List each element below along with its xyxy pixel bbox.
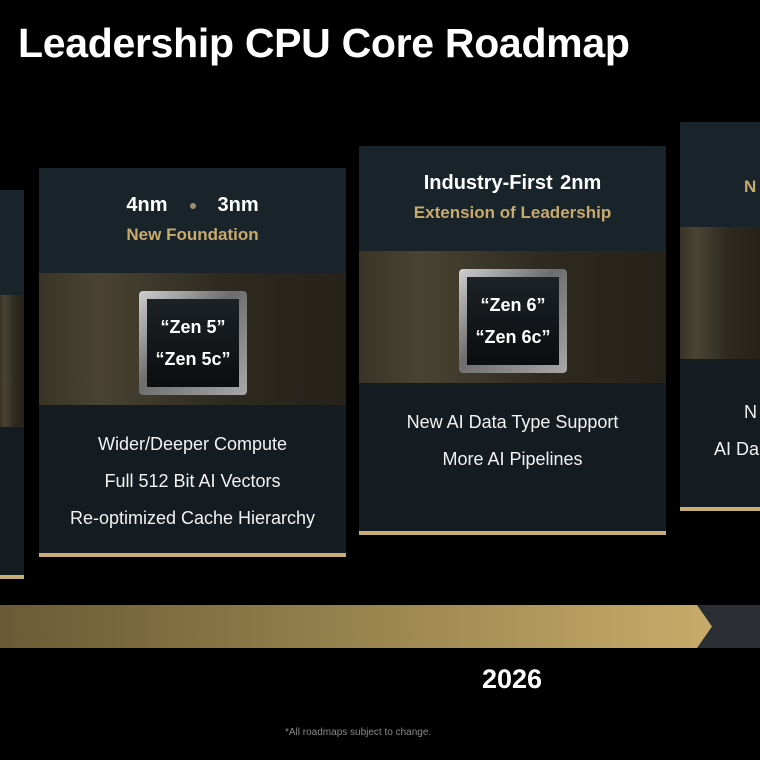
roadmap-card-zen5: 4nm 3nm New Foundation “Zen 5” “Zen 5c” W… bbox=[39, 168, 346, 557]
card-headline: Industry-First 2nm bbox=[423, 172, 602, 194]
core-name: “Zen 6” bbox=[480, 295, 546, 315]
card-headline: N bbox=[744, 177, 757, 196]
cpu-chip-icon: “Zen 5” “Zen 5c” bbox=[139, 291, 247, 395]
feature-item: Re-optimized Cache Hierarchy bbox=[69, 508, 316, 528]
feature-item: New AI Data Type Support bbox=[406, 412, 619, 432]
bullet-dot-icon bbox=[189, 202, 196, 209]
roadmap-card-previous bbox=[0, 190, 24, 579]
timeline-year: 2026 bbox=[482, 664, 543, 694]
card-subtitle: Extension of Leadership bbox=[413, 203, 612, 222]
process-node: 3nm bbox=[217, 194, 259, 216]
page-title: Leadership CPU Core Roadmap bbox=[18, 20, 630, 66]
core-name: “Zen 5c” bbox=[155, 349, 231, 369]
feature-item: More AI Pipelines bbox=[442, 449, 583, 469]
card-header: Industry-First 2nm Extension of Leadersh… bbox=[359, 146, 666, 251]
card-subtitle: New Foundation bbox=[126, 225, 259, 244]
footnote: *All roadmaps subject to change. bbox=[285, 727, 432, 738]
feature-item: Full 512 Bit AI Vectors bbox=[104, 471, 281, 491]
cpu-chip-icon: “Zen 6” “Zen 6c” bbox=[459, 269, 567, 373]
process-node: 4nm bbox=[126, 194, 168, 216]
feature-item: Wider/Deeper Compute bbox=[97, 434, 288, 454]
core-name: “Zen 5” bbox=[160, 317, 226, 337]
core-name: “Zen 6c” bbox=[475, 327, 551, 347]
feature-item: N bbox=[744, 402, 757, 422]
roadmap-card-next: N N AI Da bbox=[680, 122, 760, 511]
feature-item: AI Da bbox=[714, 439, 760, 459]
timeline-arrow bbox=[0, 605, 712, 648]
card-header: 4nm 3nm New Foundation bbox=[39, 168, 346, 273]
roadmap-card-zen6: Industry-First 2nm Extension of Leadersh… bbox=[359, 146, 666, 535]
timeline-bar bbox=[0, 605, 760, 648]
